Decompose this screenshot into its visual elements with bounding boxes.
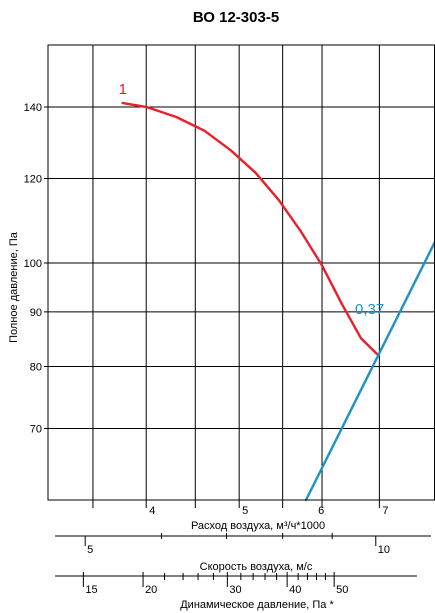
series-layer xyxy=(121,101,435,502)
flow-axis-label: Расход воздуха, м³/ч*1000 xyxy=(191,520,325,532)
grid xyxy=(44,45,435,587)
y-axis-label: Полное давление, Па xyxy=(8,231,20,343)
y-tick-label: 90 xyxy=(30,307,42,319)
labels-layer: 70 80 90 100 120 140 4 5 6 7 5 10 15 20 30 40 50 1 0,37 xyxy=(24,81,390,596)
series-1-label: 1 xyxy=(119,81,127,98)
velocity-tick-label: 10 xyxy=(378,544,390,556)
flow-tick-label: 4 xyxy=(149,505,155,517)
velocity-tick-label: 5 xyxy=(87,544,93,556)
series-1-line xyxy=(121,101,379,356)
flow-tick-label: 5 xyxy=(242,505,248,517)
series-2-label: 0,37 xyxy=(355,301,384,318)
flow-tick-label: 6 xyxy=(318,505,324,517)
velocity-axis-label: Скорость воздуха, м/с xyxy=(200,561,313,573)
dynamic-tick-label: 40 xyxy=(289,584,301,596)
y-tick-label: 120 xyxy=(24,173,42,185)
y-tick-label: 140 xyxy=(24,102,42,114)
chart-title: ВО 12-303-5 xyxy=(193,9,279,26)
y-tick-label: 100 xyxy=(24,258,42,270)
dynamic-tick-label: 30 xyxy=(229,584,241,596)
y-tick-label: 70 xyxy=(30,423,42,435)
dynamic-tick-label: 50 xyxy=(336,584,348,596)
plot-frame xyxy=(47,44,435,501)
series-2-line xyxy=(304,240,435,502)
y-tick-label: 80 xyxy=(30,362,42,374)
dynamic-pressure-axis-label: Динамическое давление, Па * xyxy=(180,599,334,611)
dynamic-tick-label: 20 xyxy=(145,584,157,596)
dynamic-tick-label: 15 xyxy=(85,584,97,596)
flow-tick-label: 7 xyxy=(382,505,388,517)
